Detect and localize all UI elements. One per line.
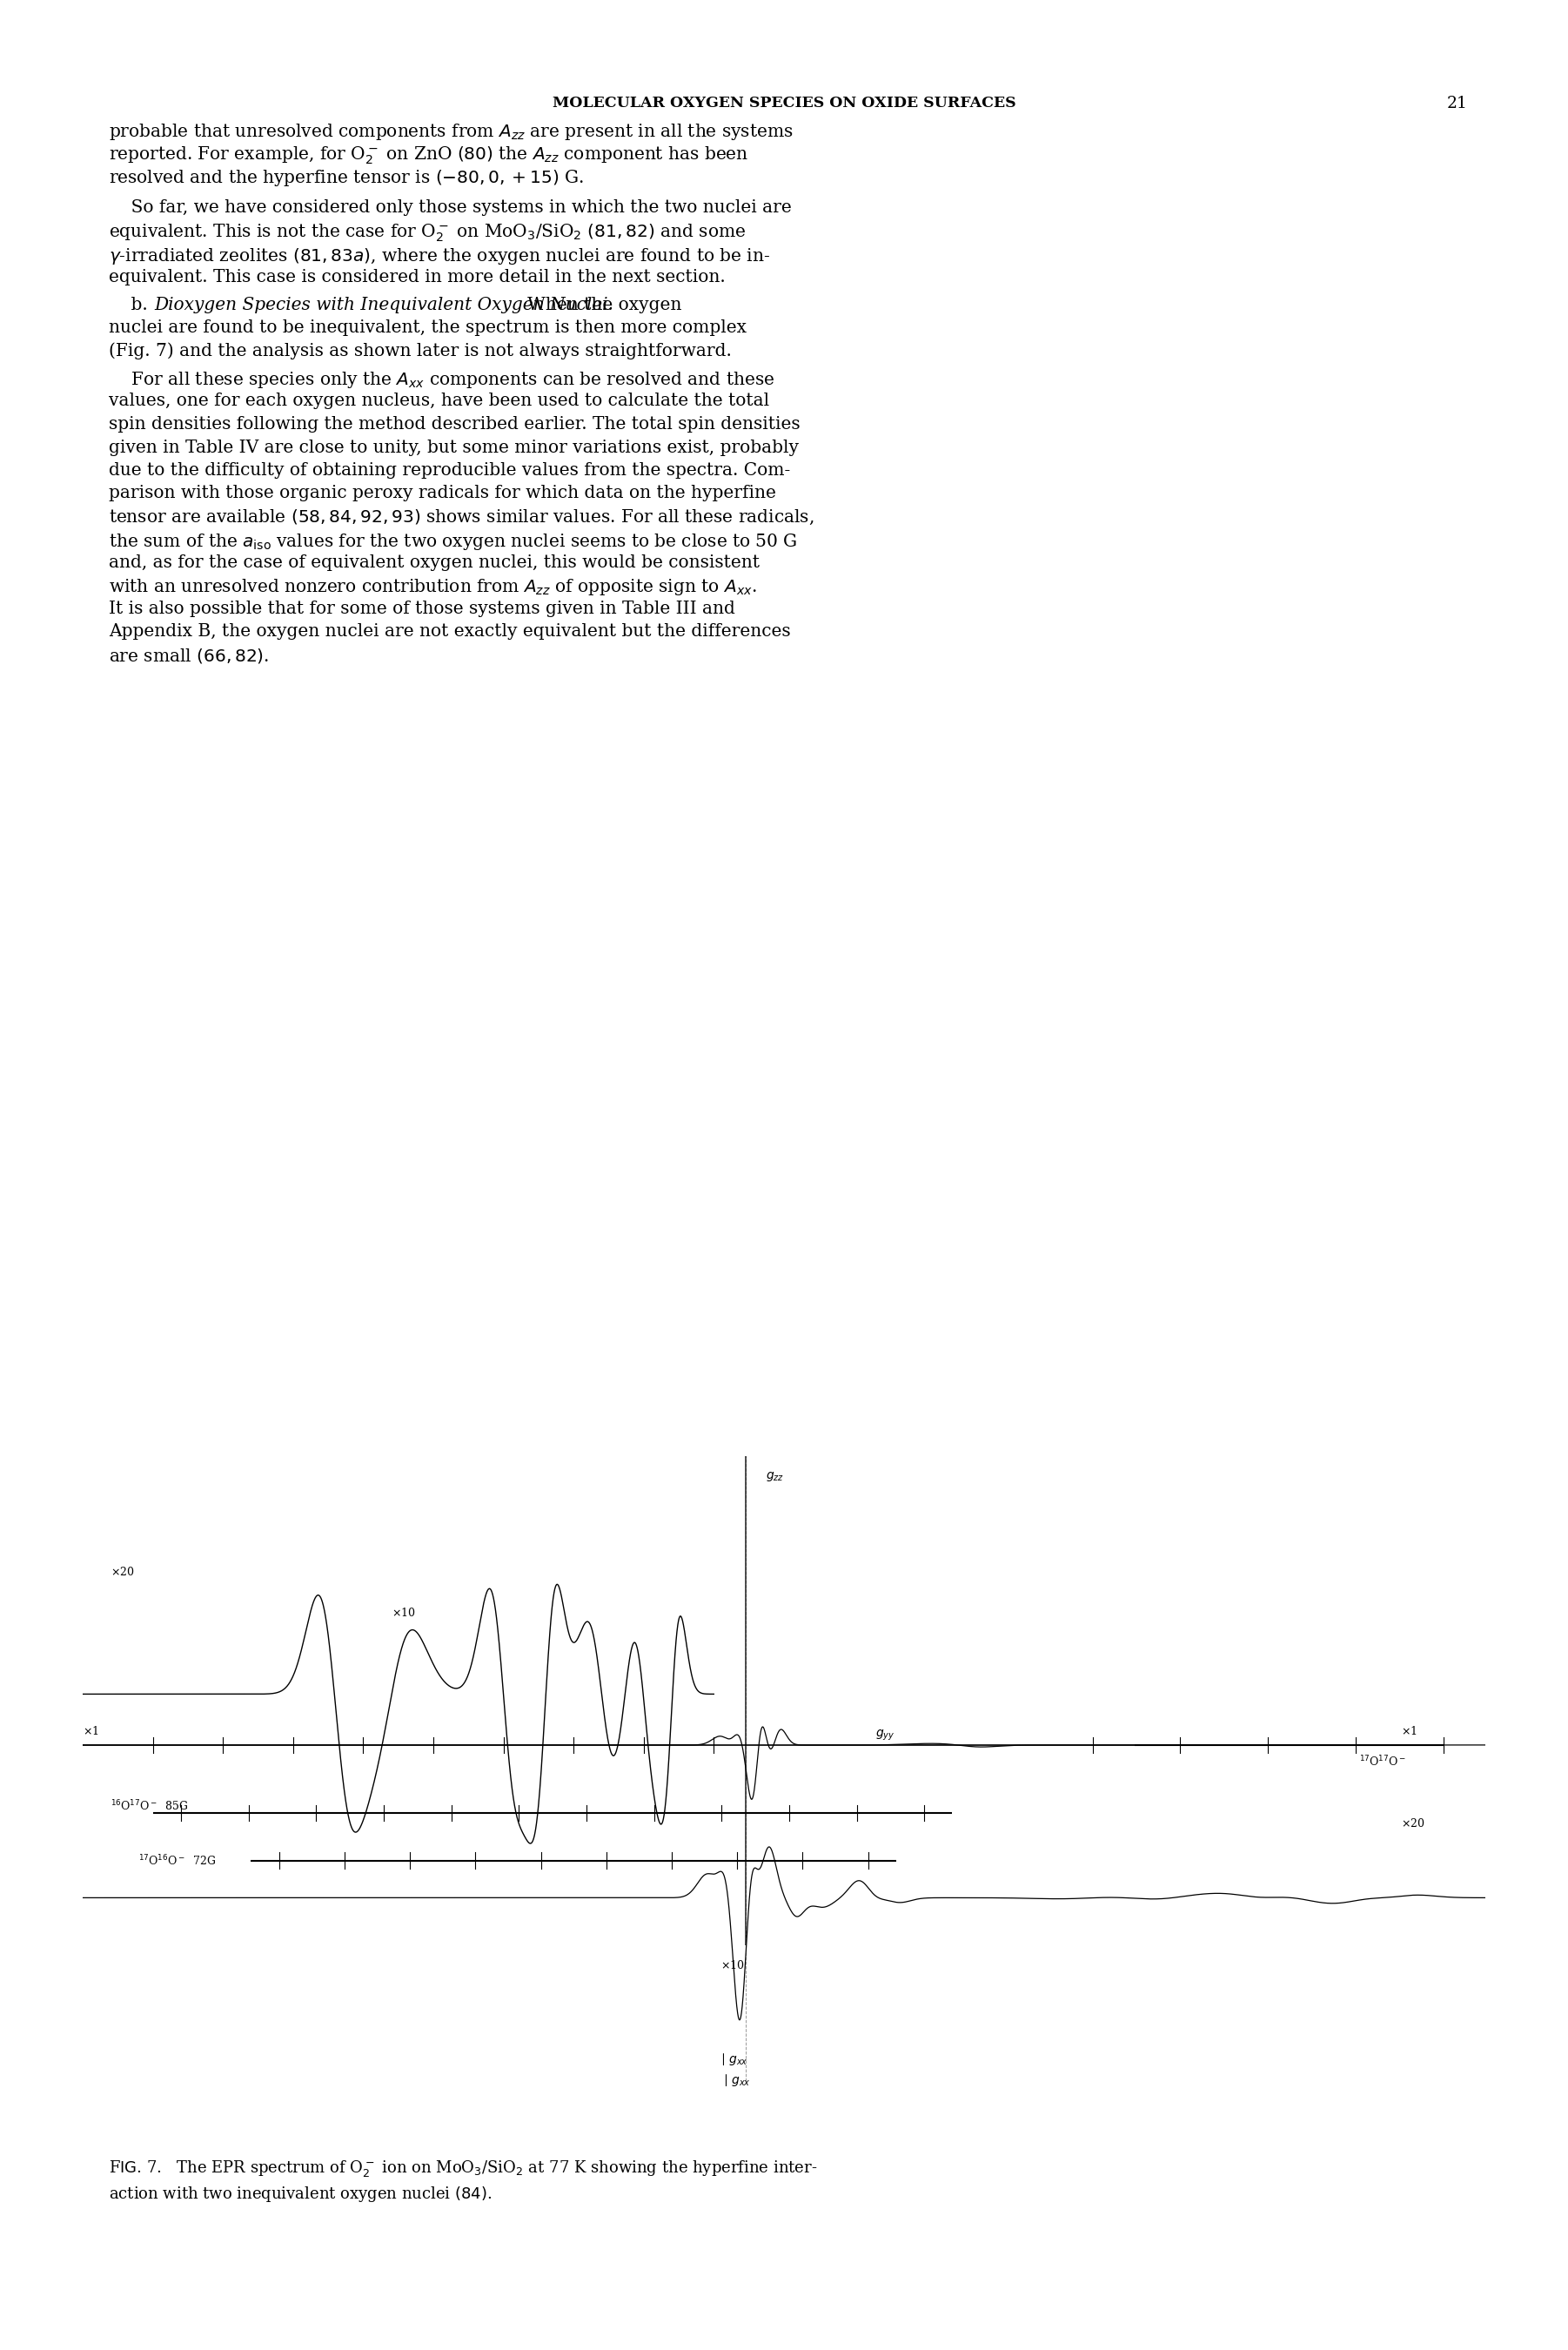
Text: $\mid g_{xx}$: $\mid g_{xx}$: [718, 2052, 748, 2068]
Text: $\times$1: $\times$1: [83, 1725, 99, 1737]
Text: $\times$10: $\times$10: [392, 1607, 416, 1619]
Text: action with two inequivalent oxygen nuclei $(84)$.: action with two inequivalent oxygen nucl…: [108, 2186, 492, 2204]
Text: $g_{zz}$: $g_{zz}$: [765, 1471, 784, 1483]
Text: When the oxygen: When the oxygen: [511, 296, 682, 313]
Text: $\times$20: $\times$20: [1402, 1817, 1425, 1828]
Text: $^{17}$O$^{16}$O$^-$  72G: $^{17}$O$^{16}$O$^-$ 72G: [140, 1854, 216, 1868]
Text: nuclei are found to be inequivalent, the spectrum is then more complex: nuclei are found to be inequivalent, the…: [108, 320, 746, 336]
Text: tensor are available $(58, 84, 92, 93)$ shows similar values. For all these radi: tensor are available $(58, 84, 92, 93)$ …: [108, 508, 814, 526]
Text: resolved and the hyperfine tensor is $(-80, 0, +15)$ G.: resolved and the hyperfine tensor is $(-…: [108, 167, 583, 188]
Text: equivalent. This is not the case for O$_2^-$ on MoO$_3$/SiO$_2$ $(81, 82)$ and s: equivalent. This is not the case for O$_…: [108, 223, 746, 244]
Text: given in Table IV are close to unity, but some minor variations exist, probably: given in Table IV are close to unity, bu…: [108, 439, 798, 456]
Text: are small $(66, 82)$.: are small $(66, 82)$.: [108, 646, 270, 665]
Text: parison with those organic peroxy radicals for which data on the hyperfine: parison with those organic peroxy radica…: [108, 484, 776, 503]
Text: probable that unresolved components from $A_{zz}$ are present in all the systems: probable that unresolved components from…: [108, 122, 793, 141]
Text: F$\mathrm{IG}$. 7.   The EPR spectrum of O$_2^-$ ion on MoO$_3$/SiO$_2$ at 77 K : F$\mathrm{IG}$. 7. The EPR spectrum of O…: [108, 2160, 817, 2178]
Text: So far, we have considered only those systems in which the two nuclei are: So far, we have considered only those sy…: [108, 200, 792, 216]
Text: $^{17}$O$^{17}$O$^-$: $^{17}$O$^{17}$O$^-$: [1359, 1755, 1406, 1770]
Text: equivalent. This case is considered in more detail in the next section.: equivalent. This case is considered in m…: [108, 268, 726, 284]
Text: with an unresolved nonzero contribution from $A_{zz}$ of opposite sign to $A_{xx: with an unresolved nonzero contribution …: [108, 578, 757, 597]
Text: Dioxygen Species with Inequivalent Oxygen Nuclei.: Dioxygen Species with Inequivalent Oxyge…: [154, 296, 613, 313]
Text: $\times$10: $\times$10: [721, 1960, 745, 1972]
Text: It is also possible that for some of those systems given in Table III and: It is also possible that for some of tho…: [108, 602, 735, 618]
Text: values, one for each oxygen nucleus, have been used to calculate the total: values, one for each oxygen nucleus, hav…: [108, 392, 770, 409]
Text: $\times$20: $\times$20: [111, 1565, 135, 1577]
Text: b.: b.: [108, 296, 165, 313]
Text: $g_{yy}$: $g_{yy}$: [875, 1727, 895, 1741]
Text: (Fig. 7) and the analysis as shown later is not always straightforward.: (Fig. 7) and the analysis as shown later…: [108, 343, 732, 360]
Text: 21: 21: [1447, 96, 1468, 110]
Text: $\gamma$-irradiated zeolites $(81, 83a)$, where the oxygen nuclei are found to b: $\gamma$-irradiated zeolites $(81, 83a)$…: [108, 247, 770, 266]
Text: For all these species only the $A_{xx}$ components can be resolved and these: For all these species only the $A_{xx}$ …: [108, 369, 775, 390]
Text: and, as for the case of equivalent oxygen nuclei, this would be consistent: and, as for the case of equivalent oxyge…: [108, 555, 759, 571]
Text: spin densities following the method described earlier. The total spin densities: spin densities following the method desc…: [108, 416, 800, 432]
Text: MOLECULAR OXYGEN SPECIES ON OXIDE SURFACES: MOLECULAR OXYGEN SPECIES ON OXIDE SURFAC…: [552, 96, 1016, 110]
Text: Appendix B, the oxygen nuclei are not exactly equivalent but the differences: Appendix B, the oxygen nuclei are not ex…: [108, 623, 790, 639]
Text: $^{16}$O$^{17}$O$^-$  85G: $^{16}$O$^{17}$O$^-$ 85G: [111, 1798, 188, 1814]
Text: $\times$1: $\times$1: [1402, 1725, 1417, 1737]
Text: $\mid g_{xx}$: $\mid g_{xx}$: [721, 2073, 751, 2087]
Text: reported. For example, for O$_2^-$ on ZnO $(80)$ the $A_{zz}$ component has been: reported. For example, for O$_2^-$ on Zn…: [108, 146, 748, 167]
Text: the sum of the $a_{\mathrm{iso}}$ values for the two oxygen nuclei seems to be c: the sum of the $a_{\mathrm{iso}}$ values…: [108, 531, 798, 552]
Text: due to the difficulty of obtaining reproducible values from the spectra. Com-: due to the difficulty of obtaining repro…: [108, 463, 790, 479]
